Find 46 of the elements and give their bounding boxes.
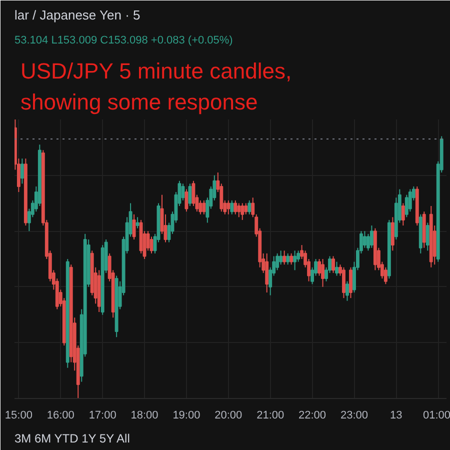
candlestick xyxy=(248,200,252,215)
candlestick xyxy=(226,200,230,215)
x-tick-label: 21:00 xyxy=(256,410,284,422)
x-tick-label: 17:00 xyxy=(88,410,116,422)
candlestick xyxy=(279,250,283,266)
text: 53.104 L153.009 C153.098 +0.083 (+0.05%) xyxy=(14,34,233,46)
candlestick xyxy=(240,202,244,220)
candlestick xyxy=(390,216,394,252)
candlestick xyxy=(244,202,248,215)
x-tick-label: 01:00 xyxy=(422,410,450,422)
candlestick xyxy=(202,200,206,215)
candlestick xyxy=(321,258,324,288)
chart-subtitle: lar / Japanese Yen · 5 xyxy=(14,8,140,22)
candlestick xyxy=(332,256,335,274)
candlestick xyxy=(20,158,24,184)
candlestick xyxy=(234,200,238,215)
x-tick-label: 20:00 xyxy=(214,410,242,422)
candlestick xyxy=(237,202,241,218)
x-tick-label: 15:00 xyxy=(4,410,32,422)
x-tick-label: 22:00 xyxy=(298,410,326,422)
x-tick-label: 23:00 xyxy=(340,410,368,422)
candlestick xyxy=(290,252,294,266)
x-tick-label: 18:00 xyxy=(130,410,158,422)
x-tick-label: 13 xyxy=(390,410,402,422)
candlestick xyxy=(181,183,185,201)
text: 3M 6M YTD 1Y 5Y All xyxy=(14,432,130,446)
candlestick xyxy=(426,222,430,252)
chart-title: USD/JPY 5 minute candles, showing some response xyxy=(20,58,292,114)
candlestick xyxy=(230,200,234,215)
candlestick xyxy=(265,252,269,293)
candlestick xyxy=(370,225,374,248)
candlestick xyxy=(286,252,290,266)
candlestick xyxy=(184,188,188,212)
x-tick-label: 16:00 xyxy=(46,410,74,422)
candlestick xyxy=(349,266,352,299)
candlestick xyxy=(346,280,349,302)
candlestick xyxy=(188,183,192,206)
candlestick xyxy=(282,250,286,266)
candlestick xyxy=(362,230,366,248)
candlestick xyxy=(342,266,346,299)
candlestick xyxy=(136,216,140,229)
candlestick xyxy=(335,261,338,276)
x-tick-label: 19:00 xyxy=(172,410,200,422)
candlestick xyxy=(293,250,297,271)
candlestick xyxy=(401,202,405,226)
candlestick xyxy=(132,214,136,240)
